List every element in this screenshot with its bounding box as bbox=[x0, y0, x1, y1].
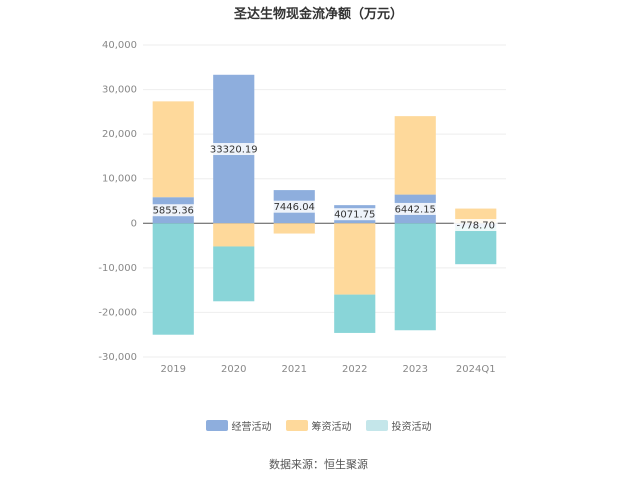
x-tick-label: 2023 bbox=[403, 364, 428, 375]
data-label-bg bbox=[272, 200, 317, 213]
legend-label-financing: 筹资活动 bbox=[311, 422, 352, 433]
y-tick-label: 20,000 bbox=[102, 129, 137, 140]
data-label: 4071.75 bbox=[334, 210, 375, 221]
data-label-bg bbox=[208, 143, 259, 156]
legend-item-operating[interactable]: 经营活动 bbox=[205, 418, 272, 433]
legend-swatch-investing bbox=[365, 420, 388, 431]
bar-investing bbox=[213, 246, 255, 302]
bar-financing bbox=[334, 223, 376, 295]
y-tick-label: 30,000 bbox=[102, 85, 137, 96]
x-tick-label: 2020 bbox=[221, 364, 246, 375]
legend-item-financing[interactable]: 筹资活动 bbox=[285, 418, 352, 433]
data-label: 33320.19 bbox=[210, 145, 258, 156]
bar-investing bbox=[394, 223, 436, 331]
legend-swatch-operating bbox=[205, 420, 228, 431]
bar-financing bbox=[152, 101, 194, 198]
data-label: 7446.04 bbox=[274, 202, 315, 213]
y-tick-label: -10,000 bbox=[98, 263, 137, 274]
data-label-bg bbox=[393, 202, 438, 215]
y-tick-label: 10,000 bbox=[102, 174, 137, 185]
chart-canvas: -30,000 -20,000 -10,000 0 10,000 20,000 30,000… bbox=[98, 40, 506, 375]
chart-title: 圣达生物现金流净额（万元） bbox=[233, 7, 403, 22]
bar-investing bbox=[152, 223, 194, 335]
x-tick-label: 2022 bbox=[342, 364, 367, 375]
bar-financing bbox=[273, 223, 315, 234]
bar-investing bbox=[334, 294, 376, 333]
legend-label-operating: 经营活动 bbox=[231, 422, 272, 433]
bar-financing bbox=[213, 223, 255, 247]
legend-label-investing: 投资活动 bbox=[391, 422, 432, 433]
data-label: 5855.36 bbox=[153, 206, 194, 217]
legend-item-investing[interactable]: 投资活动 bbox=[365, 418, 432, 433]
data-label: 6442.15 bbox=[395, 204, 436, 215]
legend: 经营活动 筹资活动 投资活动 bbox=[0, 418, 637, 433]
data-label: -778.70 bbox=[456, 221, 495, 232]
y-tick-label: 0 bbox=[131, 218, 137, 229]
x-tick-label: 2019 bbox=[161, 364, 186, 375]
data-label-bg bbox=[332, 208, 377, 221]
source-note: 数据来源：恒生聚源 bbox=[269, 458, 368, 471]
data-label-bg bbox=[151, 204, 196, 217]
bar-financing bbox=[394, 116, 436, 195]
x-tick-label: 2021 bbox=[282, 364, 307, 375]
x-tick-label: 2024Q1 bbox=[456, 364, 496, 375]
data-label-bg bbox=[453, 219, 498, 232]
y-tick-label: 40,000 bbox=[102, 40, 137, 51]
y-tick-label: -30,000 bbox=[98, 352, 137, 363]
bar-investing bbox=[455, 226, 497, 265]
y-tick-label: -20,000 bbox=[98, 307, 137, 318]
legend-swatch-financing bbox=[285, 420, 308, 431]
